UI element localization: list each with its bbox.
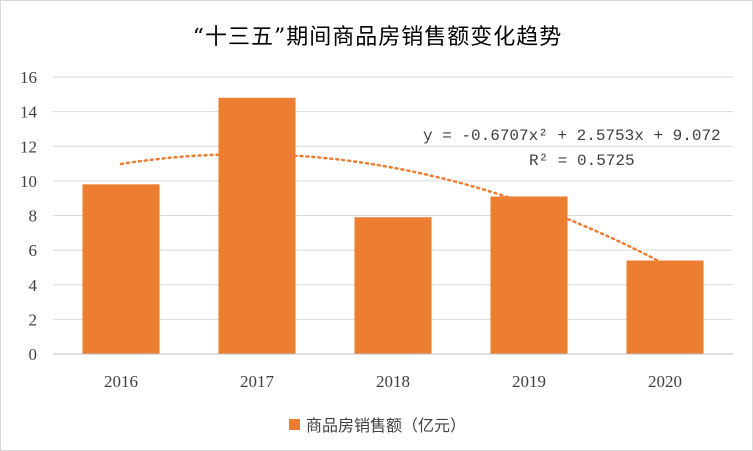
legend-swatch xyxy=(288,418,300,430)
x-tick-label: 2016 xyxy=(104,372,138,391)
legend-label: 商品房销售额（亿元） xyxy=(305,416,466,435)
bar xyxy=(82,184,160,354)
y-tick-label: 10 xyxy=(20,172,37,191)
x-tick-label: 2018 xyxy=(376,372,410,391)
chart-title: “十三五”期间商品房销售额变化趋势 xyxy=(192,25,563,50)
legend: 商品房销售额（亿元） xyxy=(1,412,752,436)
x-tick-label: 2017 xyxy=(240,372,275,391)
trendline-equation: y = -0.6707x² + 2.5753x + 9.072 xyxy=(423,127,721,145)
bar xyxy=(490,196,568,354)
y-tick-label: 14 xyxy=(20,103,38,122)
y-tick-label: 4 xyxy=(29,276,38,295)
bar xyxy=(626,260,704,354)
y-tick-label: 12 xyxy=(20,137,37,156)
y-tick-label: 16 xyxy=(20,68,37,87)
y-tick-label: 2 xyxy=(29,310,38,329)
y-tick-label: 0 xyxy=(29,345,38,364)
x-tick-label: 2019 xyxy=(512,372,546,391)
x-tick-label: 2020 xyxy=(648,372,682,391)
y-tick-label: 8 xyxy=(29,207,38,226)
bar xyxy=(354,217,432,354)
y-tick-label: 6 xyxy=(29,241,38,260)
trendline xyxy=(119,152,667,266)
trendline-r-squared: R² = 0.5725 xyxy=(529,152,635,170)
bar xyxy=(218,97,296,355)
